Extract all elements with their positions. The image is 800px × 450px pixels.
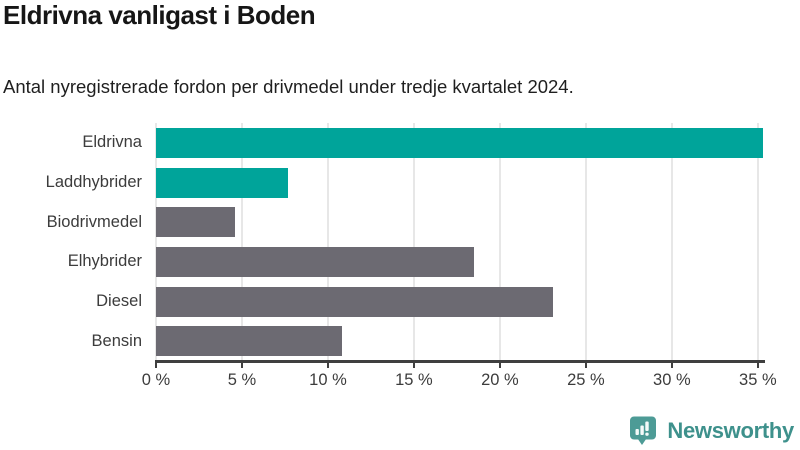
newsworthy-logo-text: Newsworthy bbox=[667, 417, 794, 443]
category-label: Eldrivna bbox=[82, 133, 142, 152]
tick-mark bbox=[155, 362, 157, 368]
bar-chart: Eldrivna Laddhybrider Biodrivmedel Elhybrid… bbox=[0, 123, 800, 389]
bar bbox=[156, 246, 475, 277]
tick-label: 5 % bbox=[227, 371, 257, 389]
x-axis-line bbox=[155, 360, 765, 363]
bar-row: Elhybrider bbox=[0, 242, 763, 282]
gridline bbox=[155, 123, 157, 361]
bar-track bbox=[156, 167, 763, 198]
tick-mark bbox=[498, 362, 501, 368]
gridline bbox=[326, 123, 329, 361]
gridline bbox=[584, 123, 587, 361]
gridline bbox=[240, 123, 243, 361]
bar-row: Bensin bbox=[0, 321, 763, 361]
tick-mark bbox=[240, 362, 243, 368]
tick-label: 15 % bbox=[395, 371, 433, 389]
bar-track bbox=[156, 246, 763, 277]
bar-track bbox=[156, 286, 763, 317]
bar-row: Biodrivmedel bbox=[0, 202, 763, 242]
bar-track bbox=[156, 326, 763, 357]
gridline bbox=[756, 123, 759, 361]
category-label: Bensin bbox=[91, 331, 142, 350]
bar-row: Diesel bbox=[0, 282, 763, 322]
newsworthy-logo-icon bbox=[630, 416, 657, 445]
gridline bbox=[670, 123, 673, 361]
chart-subtitle: Antal nyregistrerade fordon per drivmede… bbox=[3, 76, 574, 97]
category-label: Diesel bbox=[96, 292, 142, 311]
category-label: Biodrivmedel bbox=[46, 212, 142, 231]
tick-label: 20 % bbox=[481, 371, 519, 389]
tick-mark bbox=[412, 362, 415, 368]
tick-label: 0 % bbox=[141, 371, 171, 389]
bar-track bbox=[156, 207, 763, 238]
bar bbox=[156, 207, 236, 238]
tick-label: 35 % bbox=[739, 371, 777, 389]
gridlines bbox=[155, 123, 763, 361]
gridline bbox=[412, 123, 415, 361]
category-label: Elhybrider bbox=[67, 252, 142, 271]
tick-mark bbox=[584, 362, 587, 368]
tick-mark bbox=[756, 362, 759, 368]
tick-label: 25 % bbox=[567, 371, 605, 389]
bar bbox=[156, 286, 554, 317]
newsworthy-logo: Newsworthy bbox=[628, 415, 794, 446]
tick-mark bbox=[326, 362, 329, 368]
bar-row: Laddhybrider bbox=[0, 163, 763, 203]
bar bbox=[156, 326, 342, 357]
gridline bbox=[498, 123, 501, 361]
tick-mark bbox=[670, 362, 673, 368]
bar bbox=[156, 167, 289, 198]
bar-track bbox=[156, 127, 763, 158]
tick-label: 30 % bbox=[653, 371, 691, 389]
category-label: Laddhybrider bbox=[45, 173, 142, 191]
chart-title: Eldrivna vanligast i Boden bbox=[3, 0, 316, 30]
bar-rows: Eldrivna Laddhybrider Biodrivmedel Elhybrid… bbox=[0, 123, 763, 361]
bar-row: Eldrivna bbox=[0, 123, 763, 163]
bar bbox=[156, 127, 763, 158]
tick-label: 10 % bbox=[309, 371, 347, 389]
